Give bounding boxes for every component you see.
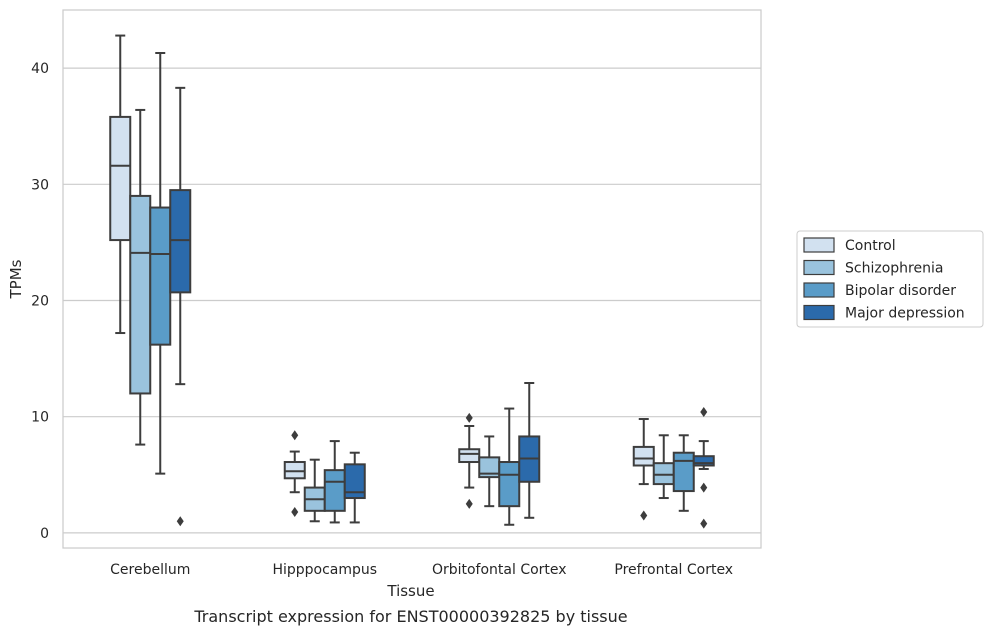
legend: Control Schizophrenia Bipolar disorder Majo… — [796, 230, 984, 328]
y-tick-label: 10 — [31, 410, 49, 426]
legend-swatch — [803, 237, 835, 253]
legend-label: Major depression — [845, 306, 965, 322]
legend-label: Schizophrenia — [845, 261, 943, 277]
legend-swatch — [803, 304, 835, 321]
box-body — [632, 445, 655, 467]
y-tick-label: 0 — [40, 526, 49, 542]
box-group — [109, 34, 192, 527]
box-body — [498, 461, 521, 508]
box — [169, 86, 192, 527]
box-body — [323, 469, 346, 512]
x-tick-label: Prefrontal Cortex — [614, 562, 733, 578]
outlier-point — [291, 430, 299, 441]
y-tick-label: 30 — [31, 177, 49, 193]
box-body — [672, 451, 695, 493]
outlier-point — [176, 516, 184, 527]
box-body — [109, 115, 132, 242]
outlier-point — [700, 482, 708, 493]
box-group — [632, 407, 715, 529]
box — [498, 407, 521, 526]
legend-label: Control — [845, 238, 896, 254]
box — [632, 418, 655, 521]
outlier-point — [465, 498, 473, 509]
box-body — [652, 462, 675, 486]
legend-item: Major depression — [803, 304, 965, 322]
box-body — [343, 463, 366, 500]
legend-item: Bipolar disorder — [803, 282, 956, 299]
y-axis-ticks: 0 10 20 30 40 — [31, 61, 49, 542]
y-tick-label: 40 — [31, 61, 49, 77]
x-tick-label: Hipppocampus — [272, 562, 377, 578]
legend-frame — [796, 230, 984, 328]
box — [283, 430, 306, 517]
box — [109, 34, 132, 335]
legend-label: Bipolar disorder — [845, 283, 956, 299]
box — [323, 440, 346, 524]
outlier-point — [465, 412, 473, 423]
legend-swatch — [803, 282, 835, 298]
box-body — [149, 206, 172, 346]
outlier-point — [700, 407, 708, 418]
box — [692, 407, 715, 529]
y-axis-label: TPMs — [7, 259, 25, 299]
x-axis-label: Tissue — [386, 582, 434, 600]
box-group — [458, 381, 541, 526]
box — [478, 435, 501, 508]
box — [672, 434, 695, 512]
box — [129, 108, 152, 446]
outlier-point — [640, 510, 648, 521]
box — [518, 381, 541, 519]
box-body — [169, 189, 192, 294]
x-tick-label: Cerebellum — [110, 562, 190, 578]
outlier-point — [291, 506, 299, 517]
outlier-point — [700, 518, 708, 529]
y-tick-label: 20 — [31, 293, 49, 309]
box — [343, 451, 366, 524]
box-body — [458, 448, 481, 464]
x-tick-label: Orbitofontal Cortex — [432, 562, 567, 578]
box-group — [283, 430, 366, 524]
legend-item: Control — [803, 237, 896, 254]
x-axis-ticks: Cerebellum Hipppocampus Orbitofontal Corte… — [110, 562, 733, 578]
box — [458, 412, 481, 509]
box-body — [692, 455, 715, 467]
box-body — [283, 461, 306, 480]
box — [149, 51, 172, 475]
box-body — [129, 194, 152, 395]
box-groups — [109, 34, 715, 529]
legend-swatch — [803, 259, 835, 276]
legend-item: Schizophrenia — [803, 259, 943, 277]
chart-caption: Transcript expression for ENST0000039282… — [193, 607, 627, 626]
